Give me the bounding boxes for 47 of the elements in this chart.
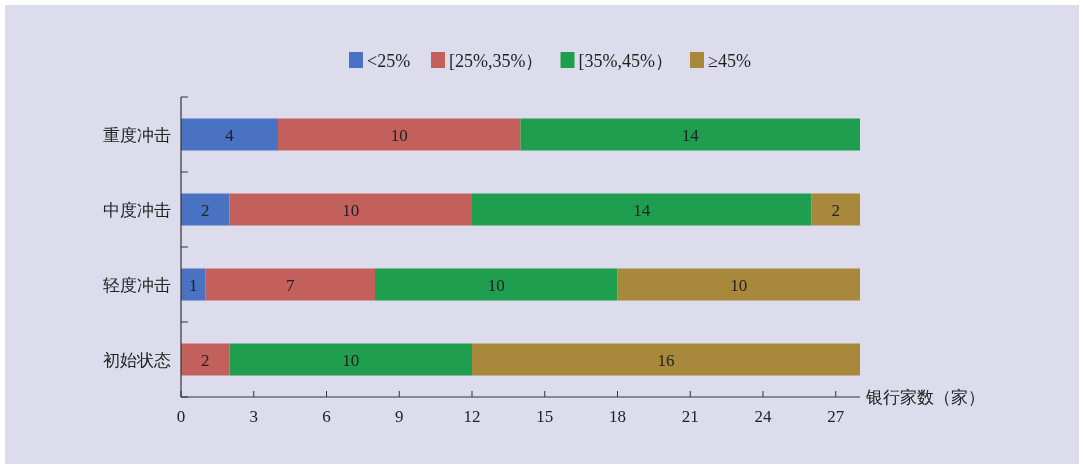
data-label: 10 <box>730 275 748 295</box>
data-label: 10 <box>390 125 408 145</box>
bar <box>181 268 206 301</box>
x-tick-label: 9 <box>395 407 404 426</box>
bar <box>617 268 860 301</box>
y-tick-label: 重度冲击 <box>103 124 171 145</box>
x-tick-label: 3 <box>249 407 258 426</box>
legend-label: ≥45% <box>708 51 751 71</box>
y-tick-label: 初始状态 <box>103 349 171 370</box>
data-label: 10 <box>342 200 360 220</box>
data-label: 2 <box>831 200 840 220</box>
bar <box>472 193 812 226</box>
data-label: 7 <box>285 275 295 295</box>
bar <box>520 118 860 151</box>
x-tick-label: 0 <box>176 407 186 426</box>
x-tick-label: 18 <box>609 407 626 426</box>
bar <box>375 268 618 301</box>
bar <box>229 343 472 376</box>
bar <box>181 118 278 151</box>
bar <box>181 343 230 376</box>
bar <box>229 193 472 226</box>
bar <box>278 118 521 151</box>
y-tick-label: 中度冲击 <box>103 199 171 220</box>
x-tick-label: 15 <box>536 407 554 426</box>
legend-label: [25%,35%） <box>449 51 544 71</box>
bar <box>181 193 230 226</box>
data-label: 14 <box>681 125 700 145</box>
x-tick-label: 27 <box>827 407 845 426</box>
data-label: 14 <box>633 200 651 220</box>
x-axis-title: 银行家数（家） <box>865 387 985 407</box>
data-label: 1 <box>188 275 198 295</box>
x-tick-label: 21 <box>681 407 699 426</box>
data-label: 10 <box>487 275 505 295</box>
legend-label: <25% <box>367 51 411 71</box>
x-tick-label: 24 <box>754 407 772 426</box>
data-label: 16 <box>657 350 675 370</box>
bar <box>811 193 860 226</box>
data-label: 2 <box>201 200 210 220</box>
legend-label: [35%,45%） <box>578 51 673 71</box>
y-tick-label: 轻度冲击 <box>103 274 171 295</box>
bar <box>472 343 860 376</box>
x-tick-label: 6 <box>322 407 331 426</box>
x-tick-label: 12 <box>463 407 481 426</box>
data-label: 2 <box>201 350 210 370</box>
data-label: 4 <box>225 125 235 145</box>
bar <box>205 268 375 301</box>
data-label: 10 <box>342 350 360 370</box>
